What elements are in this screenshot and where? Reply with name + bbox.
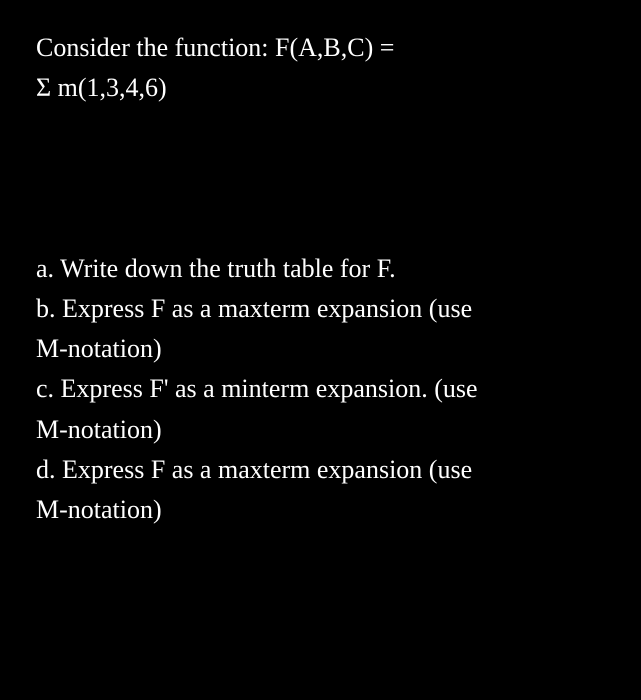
question-b: b. Express F as a maxterm expansion (use… xyxy=(36,289,605,370)
problem-line-2: Σ m(1,3,4,6) xyxy=(36,68,605,108)
question-d-line1: d. Express F as a maxterm expansion (use xyxy=(36,450,605,490)
question-c: c. Express F' as a minterm expansion. (u… xyxy=(36,369,605,450)
question-c-label: c. xyxy=(36,374,54,403)
question-b-body1: Express F as a maxterm expansion (use xyxy=(62,294,472,323)
question-a-body: Write down the truth table for F. xyxy=(60,254,396,283)
question-c-body1: Express F' as a minterm expansion. (use xyxy=(61,374,478,403)
question-a-label: a. xyxy=(36,254,54,283)
question-c-line1: c. Express F' as a minterm expansion. (u… xyxy=(36,369,605,409)
question-c-line2: M-notation) xyxy=(36,410,605,450)
question-d-line2: M-notation) xyxy=(36,490,605,530)
problem-line-1: Consider the function: F(A,B,C) = xyxy=(36,28,605,68)
question-d-body1: Express F as a maxterm expansion (use xyxy=(62,455,472,484)
question-a: a. Write down the truth table for F. xyxy=(36,249,605,289)
question-b-label: b. xyxy=(36,294,56,323)
question-d-label: d. xyxy=(36,455,56,484)
question-a-text: a. Write down the truth table for F. xyxy=(36,249,605,289)
question-b-line2: M-notation) xyxy=(36,329,605,369)
question-b-line1: b. Express F as a maxterm expansion (use xyxy=(36,289,605,329)
problem-statement: Consider the function: F(A,B,C) = Σ m(1,… xyxy=(36,28,605,109)
question-d: d. Express F as a maxterm expansion (use… xyxy=(36,450,605,531)
questions-list: a. Write down the truth table for F. b. … xyxy=(36,249,605,531)
